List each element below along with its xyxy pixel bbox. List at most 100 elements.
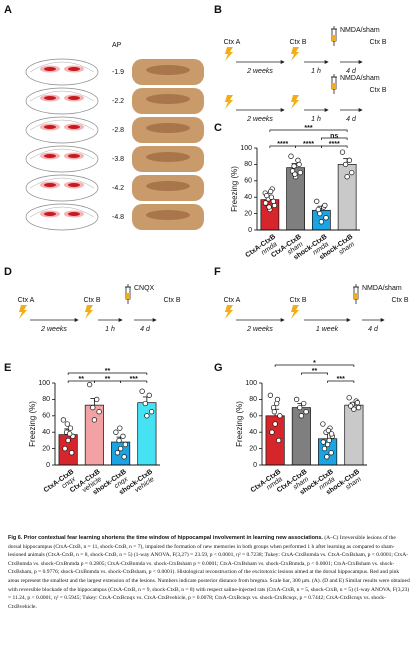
significance-bracket [301,372,328,375]
significance-label: **** [329,141,340,148]
y-tick-label: 80 [244,161,252,168]
timeline-drug: CNQX [134,285,155,292]
data-point [114,450,121,456]
data-point [346,395,352,401]
timeline-interval1: 2 weeks [40,326,67,333]
significance-label: * [313,360,316,367]
caption: Fig 6. Prior contextual fear learning sh… [8,534,410,660]
caption-title: Prior contextual fear learning shortens … [23,535,323,541]
y-tick-label: 40 [244,194,252,201]
brain-outline [25,174,99,202]
ap-level: -3.8 [112,156,124,163]
data-point [324,454,330,460]
shock-icon [225,95,233,109]
y-tick-label: 100 [245,380,257,387]
data-point [64,421,70,427]
y-tick-label: 80 [42,396,50,403]
significance-label: ** [79,376,85,383]
data-point [274,400,280,407]
timeline-interval1: 2 weeks [246,326,273,333]
panel-a: AP -1.9 -2.2 -2.8 -3.8 -4.2 -4.8 [25,42,204,231]
significance-bracket [274,364,355,367]
data-point [326,437,332,444]
syringe-icon [330,74,338,94]
data-point [262,200,269,206]
syringe-icon [330,26,338,46]
data-point [65,437,71,444]
y-tick-label: 100 [240,145,252,152]
timeline-interval3: 4 d [346,68,357,75]
y-tick-label: 20 [249,445,257,452]
significance-label: ** [105,376,111,383]
timeline-test1: Ctx B [289,39,306,46]
timeline-drug: NMDA/sham [340,75,380,82]
y-axis-label: Freezing (%) [28,401,37,447]
timeline-start: Ctx A [224,297,241,304]
lesion-small [68,96,80,100]
syringe-icon [352,284,360,304]
brain-outline [25,87,99,115]
data-point [288,153,294,159]
data-point [60,417,67,423]
data-point [121,454,127,460]
brain-outline [29,177,95,189]
data-point [342,161,349,168]
data-point [349,169,355,176]
data-point [116,437,122,444]
significance-label: *** [304,125,312,132]
data-point [292,171,298,177]
data-point [86,381,93,388]
y-tick-label: 60 [249,413,257,420]
lesion-small [68,212,80,216]
significance-label: *** [337,376,345,383]
significance-label: *** [130,376,138,383]
shock-icon [225,305,233,319]
data-point [321,445,328,452]
ap-level: -2.2 [112,98,124,105]
panel-label: C [214,122,222,134]
panel-label: E [4,362,11,374]
data-point [272,421,278,427]
y-tick-label: 20 [42,445,50,452]
data-point [296,161,302,168]
data-point [320,439,326,445]
ap-level: -4.8 [112,214,124,221]
data-point [266,204,272,210]
timeline-start: Ctx A [224,39,241,46]
y-tick-label: 40 [249,429,257,436]
timeline-test1: Ctx B [83,297,100,304]
timeline-interval3: 4 d [346,116,357,123]
data-point [148,409,155,415]
syringe-icon [124,284,132,304]
data-point [294,396,300,403]
timeline-interval2: 1 h [311,68,321,75]
data-point [268,194,275,200]
brain-outline [25,116,99,144]
ap-header: AP [112,42,122,49]
y-tick-label: 20 [244,210,252,217]
y-tick-label: 0 [253,462,257,469]
data-point [113,429,119,435]
significance-label: ** [312,368,318,375]
lesion-small [68,154,80,158]
brain-outline [25,145,99,173]
timeline-test2: Ctx B [163,297,180,304]
timeline-test2: Ctx B [369,87,386,94]
significance-label: ns [330,133,338,140]
timeline-test2: Ctx B [369,39,386,46]
brain-outline [29,119,95,131]
data-point [139,388,145,394]
data-point [297,404,303,411]
histology-image [146,181,190,191]
data-point [277,413,283,419]
data-point [325,427,332,434]
y-tick-label: 100 [38,380,50,387]
data-point [122,441,128,448]
timeline-start: Ctx A [18,297,35,304]
histology-image [146,94,190,104]
panel-label: B [214,4,222,16]
timeline-drug: NMDA/sham [362,285,402,292]
brain-outline [25,203,99,231]
timeline-drug: NMDA/sham [340,27,380,34]
